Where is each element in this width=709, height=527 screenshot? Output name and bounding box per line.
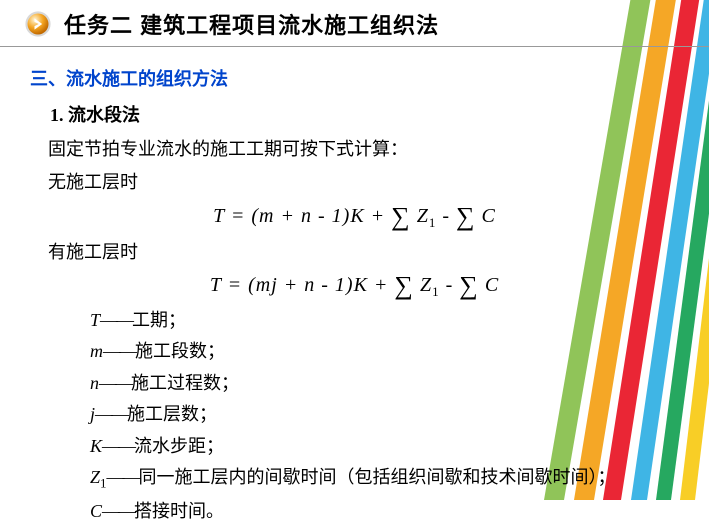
case1-label: 无施工层时 <box>48 166 679 199</box>
slide-title: 任务二 建筑工程项目流水施工组织法 <box>64 8 439 40</box>
def-item: Z1——同一施工层内的间歇时间（包括组织间歇和技术间歇时间）； <box>90 462 679 495</box>
slide-header: 任务二 建筑工程项目流水施工组织法 <box>0 0 709 47</box>
slide-content: 三、流水施工的组织方法 1. 流水段法 固定节拍专业流水的施工工期可按下式计算：… <box>0 47 709 527</box>
def-item: C——搭接时间。 <box>90 496 679 527</box>
def-item: T——工期； <box>90 305 679 337</box>
def-item: m——施工段数； <box>90 336 679 368</box>
def-item: K——流水步距； <box>90 431 679 463</box>
formula-2: T = (mj + n - 1)K + ∑ Z1 - ∑ C <box>30 271 679 301</box>
section-heading: 三、流水施工的组织方法 <box>30 65 679 91</box>
def-item: j——施工层数； <box>90 399 679 431</box>
definitions-list: T——工期； m——施工段数； n——施工过程数； j——施工层数； K——流水… <box>90 305 679 527</box>
arrow-circle-icon <box>24 10 52 38</box>
case2-label: 有施工层时 <box>48 236 679 269</box>
subsection-heading: 1. 流水段法 <box>50 101 679 127</box>
intro-text: 固定节拍专业流水的施工工期可按下式计算： <box>48 133 679 166</box>
def-item: n——施工过程数； <box>90 368 679 400</box>
formula-1: T = (m + n - 1)K + ∑ Z1 - ∑ C <box>30 202 679 232</box>
